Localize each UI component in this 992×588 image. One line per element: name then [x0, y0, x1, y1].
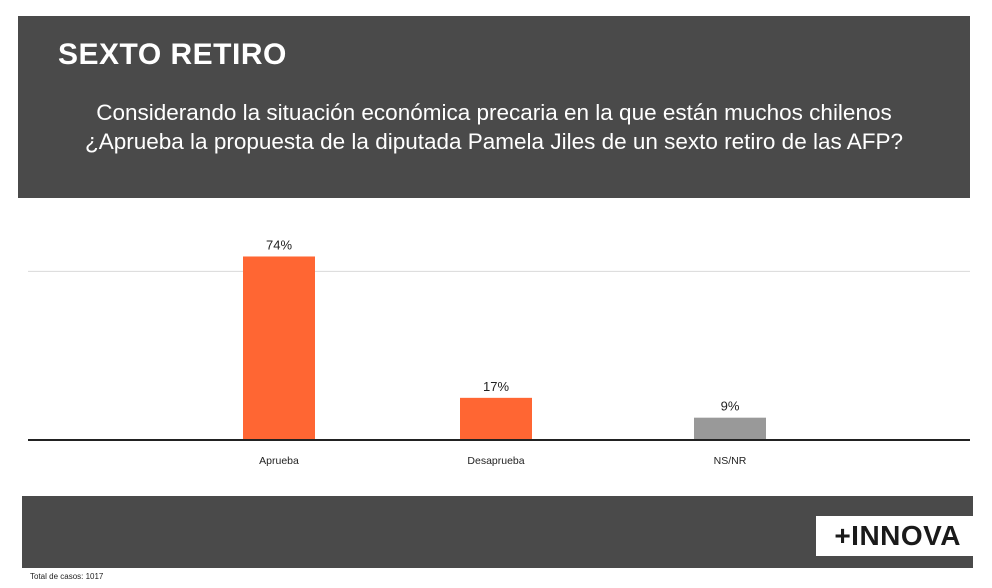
data-label: 9%: [721, 399, 740, 414]
footer-bar: +INNOVA: [22, 496, 973, 568]
bar-chart: 74% Aprueba 17% Desaprueba 9% NS/NR: [28, 237, 970, 467]
brand-logo: +INNOVA: [816, 516, 973, 556]
survey-question-line-1: Considerando la situación económica prec…: [96, 100, 892, 125]
header-banner: SEXTO RETIRO Considerando la situación e…: [18, 16, 970, 198]
survey-question: Considerando la situación económica prec…: [18, 98, 970, 156]
survey-question-line-2: ¿Aprueba la propuesta de la diputada Pam…: [85, 129, 903, 154]
page-title: SEXTO RETIRO: [58, 38, 287, 71]
data-label: 17%: [483, 379, 509, 394]
data-label: 74%: [266, 237, 292, 252]
total-cases-note: Total de casos: 1017: [30, 572, 104, 581]
bar-ns-nr: [694, 417, 766, 440]
bar-aprueba: [243, 256, 315, 440]
category-label: Aprueba: [259, 455, 299, 467]
bar-desaprueba: [460, 397, 532, 440]
category-label: NS/NR: [714, 455, 747, 467]
category-label: Desaprueba: [467, 455, 524, 467]
